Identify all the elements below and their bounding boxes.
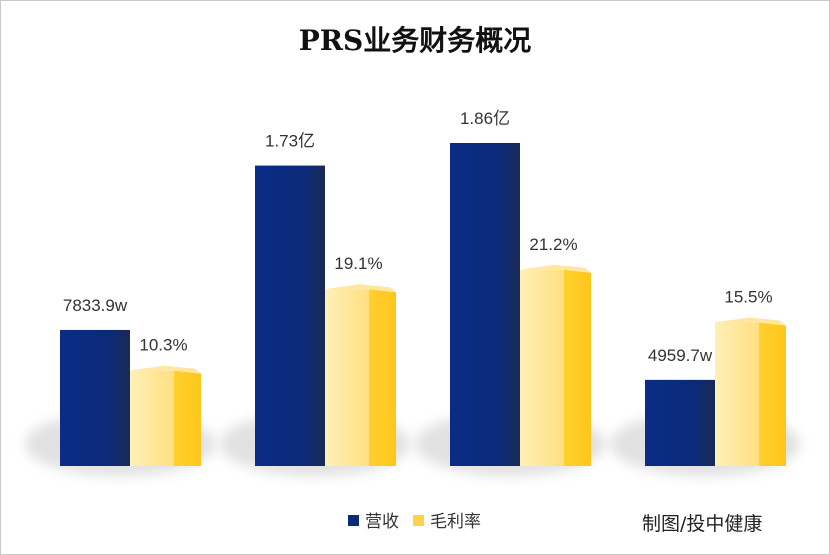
gross-margin-data-label: 10.3% (139, 336, 187, 355)
chart-title: PRS业务财务概况 (299, 24, 532, 57)
revenue-data-label: 7833.9w (63, 296, 128, 315)
revenue-data-label: 1.86亿 (460, 109, 510, 128)
revenue-data-label: 1.73亿 (265, 132, 315, 151)
gross-margin-bar-side (174, 370, 201, 466)
gross-margin-bar (520, 269, 564, 466)
gross-margin-bar-cap (715, 317, 786, 326)
gross-margin-bar-cap (130, 365, 201, 374)
legend-swatch-revenue (348, 515, 359, 526)
gross-margin-bar-cap (325, 284, 396, 293)
data-labels-group: 7833.9w 10.3% 1.73亿 19.1% 1.86亿 21.2% 4959.7w 1… (63, 109, 773, 365)
legend-label-revenue: 营收 (365, 512, 399, 532)
revenue-bar (450, 143, 520, 466)
gross-margin-bar-side (759, 322, 786, 466)
gross-margin-data-label: 15.5% (724, 288, 772, 307)
gross-margin-bar (130, 370, 174, 466)
gross-margin-data-label: 21.2% (529, 235, 577, 254)
legend-swatch-gross-margin (413, 515, 424, 526)
gross-margin-bar-side (369, 289, 396, 466)
revenue-data-label: 4959.7w (648, 346, 713, 365)
gross-margin-data-label: 19.1% (334, 254, 382, 273)
gross-margin-bar-cap (520, 264, 591, 273)
legend-label-gross-margin: 毛利率 (430, 512, 481, 532)
gross-margin-bar-side (564, 269, 591, 466)
revenue-bar (255, 165, 325, 467)
revenue-bar (60, 329, 130, 466)
revenue-bar (645, 379, 715, 466)
legend: 营收 毛利率 (348, 512, 481, 532)
bars-group (60, 143, 786, 467)
gross-margin-bar (325, 289, 369, 466)
chart-credit: 制图/投中健康 (642, 513, 762, 535)
gross-margin-bar (715, 322, 759, 466)
